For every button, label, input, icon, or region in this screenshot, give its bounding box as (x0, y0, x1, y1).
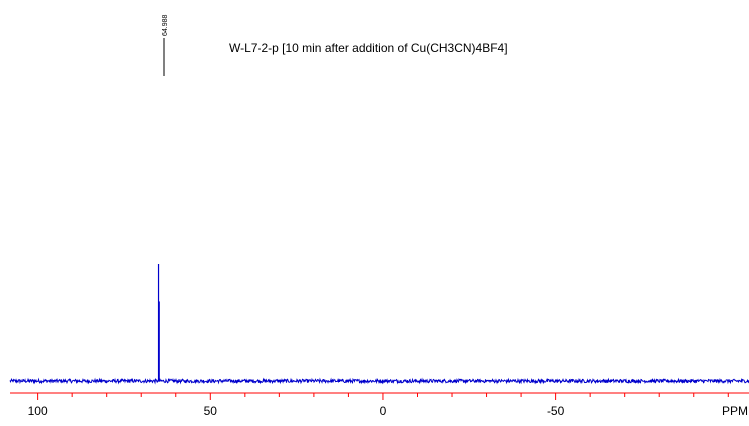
x-axis-tick-label: 50 (204, 404, 218, 418)
x-axis: 100 50 0 -50 PPM (10, 392, 749, 418)
x-axis-tick-label: -50 (547, 404, 565, 418)
peak-label-group: 64.988 (162, 14, 169, 76)
chart-title: W-L7-2-p [10 min after addition of Cu(CH… (229, 41, 508, 55)
x-axis-ticks (37, 393, 729, 400)
x-axis-unit-label: PPM (722, 404, 748, 418)
x-axis-tick-label: 100 (28, 404, 48, 418)
spectrum-trace-group (9, 264, 749, 385)
x-axis-tick-labels: 100 50 0 -50 (28, 404, 565, 418)
baseline-trace (9, 377, 749, 385)
peak-label: 64.988 (162, 14, 169, 36)
x-axis-tick-label: 0 (380, 404, 387, 418)
